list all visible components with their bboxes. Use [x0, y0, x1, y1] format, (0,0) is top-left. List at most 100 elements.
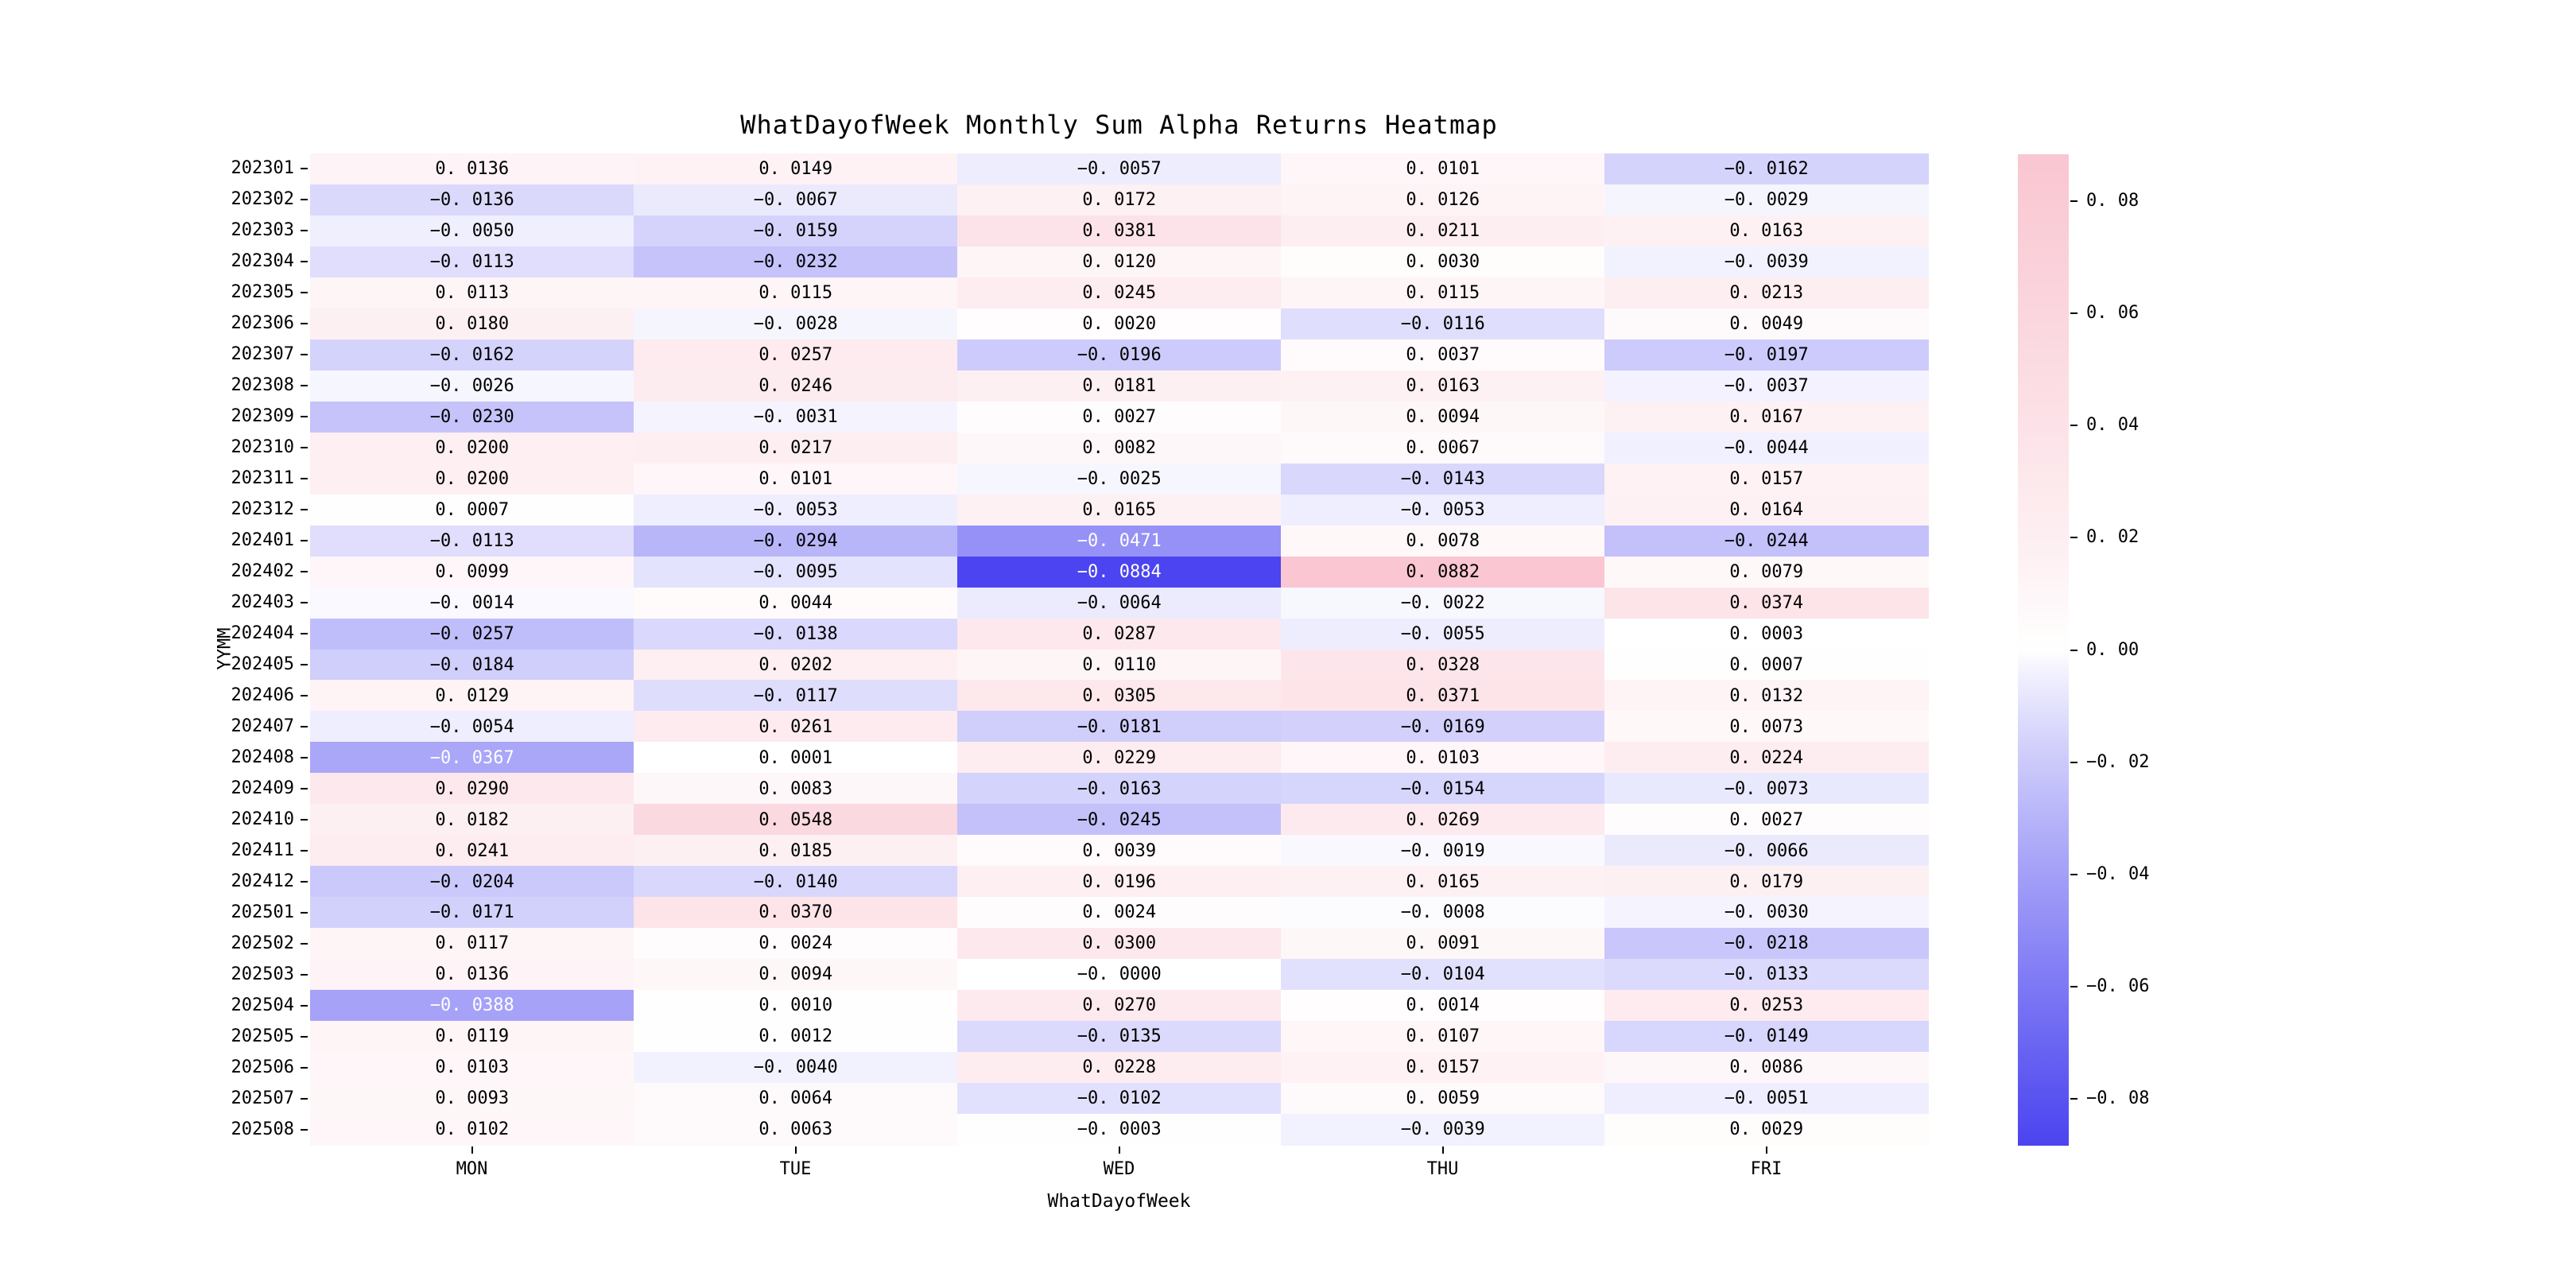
heatmap-cell: 0. 0007: [310, 494, 634, 526]
y-tick-label: 202311: [231, 468, 294, 489]
colorbar-tick-mark: [2070, 985, 2077, 987]
heatmap-cell: −0. 0051: [1604, 1083, 1929, 1115]
y-tick-mark: [301, 1066, 308, 1069]
heatmap-cell: 0. 0030: [1281, 246, 1605, 278]
heatmap-cell: 0. 0094: [634, 959, 958, 991]
heatmap-cell: −0. 0037: [1604, 370, 1929, 402]
heatmap-cell: 0. 0067: [1281, 432, 1605, 464]
heatmap-cell: −0. 0471: [957, 525, 1282, 557]
heatmap-cell: 0. 0136: [310, 153, 634, 185]
heatmap-cell: 0. 0224: [1604, 742, 1929, 774]
y-tick-mark: [301, 1004, 308, 1007]
heatmap-cell: 0. 0253: [1604, 990, 1929, 1022]
heatmap-cell: 0. 0020: [957, 308, 1282, 340]
heatmap-cell: 0. 0228: [957, 1052, 1282, 1084]
heatmap-cell: −0. 0232: [634, 246, 958, 278]
y-tick-label: 202504: [231, 995, 294, 1015]
heatmap-cell: −0. 0014: [310, 587, 634, 619]
heatmap-cell: 0. 0163: [1281, 370, 1605, 402]
heatmap-cell: 0. 0182: [310, 804, 634, 836]
heatmap-cell: 0. 0181: [957, 370, 1282, 402]
heatmap-cell: −0. 0031: [634, 401, 958, 433]
heatmap-cell: 0. 0305: [957, 680, 1282, 712]
colorbar-tick-label: 0. 02: [2086, 527, 2140, 548]
heatmap-cell: 0. 0110: [957, 649, 1282, 681]
heatmap-cell: −0. 0022: [1281, 587, 1605, 619]
heatmap-cell: 0. 0115: [634, 277, 958, 309]
y-tick-label: 202401: [231, 530, 294, 551]
y-tick-mark: [301, 354, 308, 356]
heatmap-cell: 0. 0103: [1281, 742, 1605, 774]
heatmap-cell: 0. 0037: [1281, 339, 1605, 371]
heatmap-cell: −0. 0163: [957, 773, 1282, 805]
heatmap-cell: −0. 0104: [1281, 959, 1605, 991]
heatmap-cell: −0. 0149: [1604, 1021, 1929, 1053]
colorbar-tick-mark: [2070, 537, 2077, 539]
heatmap-cell: 0. 0120: [957, 246, 1282, 278]
heatmap-cell: −0. 0026: [310, 370, 634, 402]
heatmap-cell: 0. 0196: [957, 866, 1282, 898]
heatmap-cell: 0. 0185: [634, 835, 958, 867]
heatmap-cell: 0. 0202: [634, 649, 958, 681]
heatmap-cell: −0. 0171: [310, 897, 634, 929]
heatmap-cell: 0. 0117: [310, 928, 634, 960]
y-tick-label: 202412: [231, 871, 294, 891]
heatmap-cell: −0. 0025: [957, 463, 1282, 495]
y-tick-mark: [301, 447, 308, 449]
heatmap-cell: 0. 0010: [634, 990, 958, 1022]
heatmap-cell: −0. 0064: [957, 587, 1282, 619]
y-tick-mark: [301, 1035, 308, 1038]
heatmap-cell: −0. 0204: [310, 866, 634, 898]
heatmap-cell: 0. 0093: [310, 1083, 634, 1115]
y-tick-mark: [301, 818, 308, 821]
x-tick-mark: [794, 1146, 797, 1154]
heatmap-cell: −0. 0162: [310, 339, 634, 371]
heatmap-cell: 0. 0157: [1604, 463, 1929, 495]
y-tick-label: 202403: [231, 592, 294, 613]
heatmap-cell: 0. 0132: [1604, 680, 1929, 712]
y-tick-mark: [301, 694, 308, 696]
heatmap-cell: −0. 0884: [957, 556, 1282, 588]
heatmap-cell: 0. 0165: [957, 494, 1282, 526]
heatmap-cell: −0. 0067: [634, 184, 958, 216]
colorbar-tick-label: 0. 06: [2086, 303, 2140, 324]
heatmap-cell: 0. 0024: [634, 928, 958, 960]
heatmap-cell: 0. 0079: [1604, 556, 1929, 588]
heatmap-cell: 0. 0063: [634, 1114, 958, 1146]
heatmap-cell: 0. 0094: [1281, 401, 1605, 433]
heatmap-cell: 0. 0113: [310, 277, 634, 309]
heatmap-cell: −0. 0143: [1281, 463, 1605, 495]
colorbar-tick-mark: [2070, 1097, 2077, 1100]
y-tick-mark: [301, 261, 308, 263]
heatmap-cell: 0. 0371: [1281, 680, 1605, 712]
heatmap-cell: −0. 0230: [310, 401, 634, 433]
x-tick-mark: [1765, 1146, 1767, 1154]
heatmap-cell: −0. 0054: [310, 711, 634, 743]
y-tick-label: 202310: [231, 437, 294, 458]
heatmap-cell: 0. 0007: [1604, 649, 1929, 681]
heatmap-cell: −0. 0095: [634, 556, 958, 588]
heatmap-cell: 0. 0548: [634, 804, 958, 836]
y-tick-mark: [301, 942, 308, 945]
heatmap-cell: 0. 0078: [1281, 525, 1605, 557]
heatmap-cell: −0. 0184: [310, 649, 634, 681]
colorbar-tick-mark: [2070, 200, 2077, 203]
y-tick-mark: [301, 1097, 308, 1100]
y-tick-mark: [301, 478, 308, 480]
heatmap-cell: −0. 0028: [634, 308, 958, 340]
colorbar-tick-mark: [2070, 425, 2077, 427]
y-tick-mark: [301, 756, 308, 758]
heatmap-cell: 0. 0213: [1604, 277, 1929, 309]
heatmap-cell: −0. 0113: [310, 525, 634, 557]
x-tick-label: WED: [1103, 1159, 1135, 1179]
heatmap-cell: −0. 0053: [1281, 494, 1605, 526]
heatmap-cell: 0. 0180: [310, 308, 634, 340]
heatmap-cell: 0. 0003: [1604, 618, 1929, 650]
y-tick-mark: [301, 416, 308, 418]
heatmap-cell: 0. 0200: [310, 463, 634, 495]
heatmap-cell: −0. 0008: [1281, 897, 1605, 929]
colorbar-tick-label: −0. 02: [2086, 751, 2150, 772]
heatmap-cell: 0. 0200: [310, 432, 634, 464]
heatmap-cell: 0. 0099: [310, 556, 634, 588]
y-tick-mark: [301, 911, 308, 914]
